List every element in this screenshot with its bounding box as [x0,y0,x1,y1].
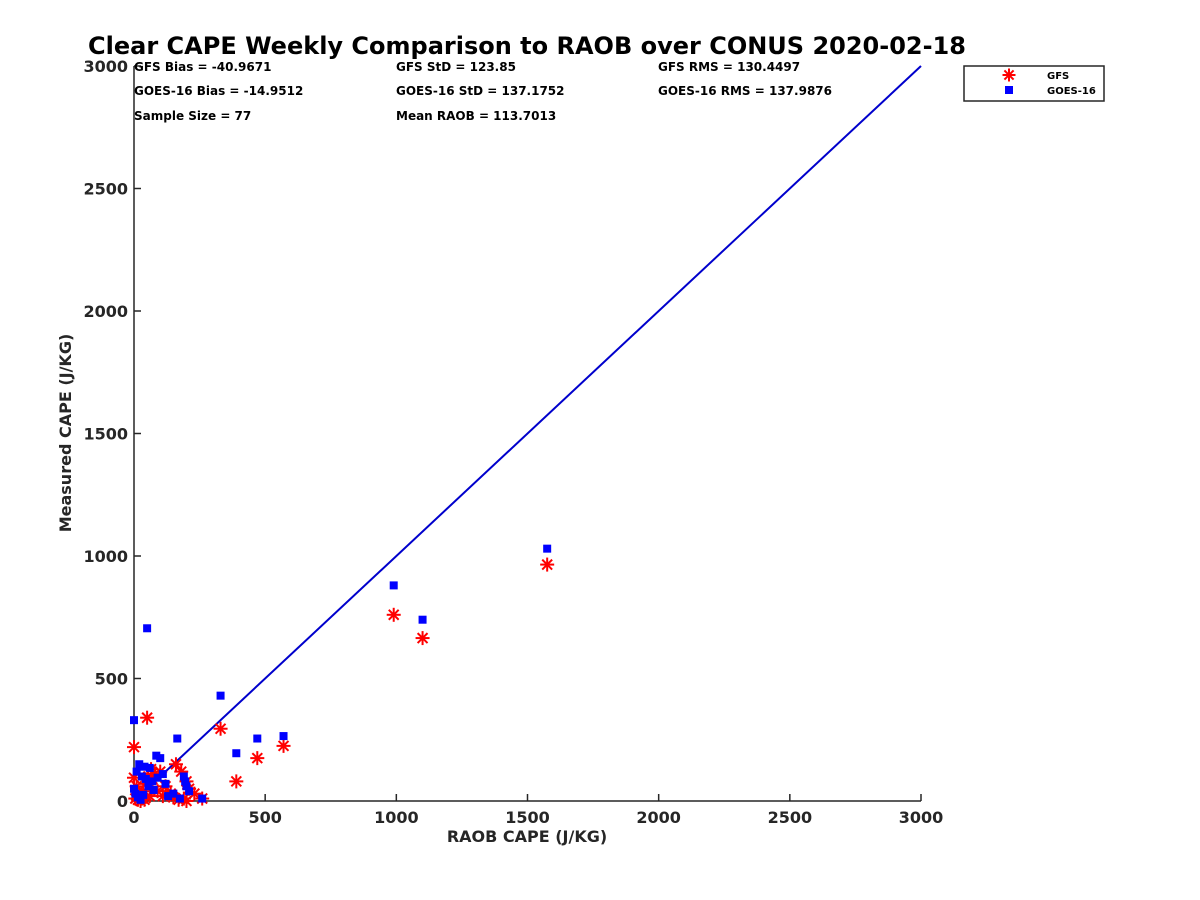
goes-16-point [175,794,184,803]
goes-16-point [173,734,182,743]
goes-16-point [389,581,398,590]
goes-16-point [141,774,150,783]
legend-gfs-label: GFS [1047,71,1069,82]
stat-gfs-bias: GFS Bias = -40.9671 [134,60,271,74]
gfs-point [415,631,430,646]
stat-goes-bias: GOES-16 Bias = -14.9512 [134,84,303,98]
goes-16-point [253,734,262,743]
goes-16-point [149,785,158,794]
legend-goes-label: GOES-16 [1047,86,1096,97]
goes-16-point [198,794,207,803]
legend-goes-marker [1005,86,1013,94]
goes-16-point [179,772,188,781]
x-axis-label: RAOB CAPE (J/KG) [447,827,607,846]
goes-16-point [418,615,427,624]
stat-sample-size: Sample Size = 77 [134,109,251,123]
gfs-point [229,774,244,789]
goes-16-point [216,691,225,700]
goes-16-point [153,773,162,782]
stat-gfs-std: GFS StD = 123.85 [396,60,516,74]
gfs-point [140,710,155,725]
legend-box [963,65,1105,102]
goes-16-point [135,760,144,769]
y-axis-label: Measured CAPE (J/KG) [56,334,75,533]
goes-16-point [181,777,190,786]
legend-gfs-marker [1002,68,1016,82]
y-tick-label: 3000 [83,57,128,76]
gfs-point [127,740,141,755]
y-ticks: 0 500 1000 1500 2000 2500 3000 [83,57,141,811]
y-tick-label: 1500 [83,425,128,444]
goes-16-point [182,782,191,791]
x-ticks: 0 500 1000 1500 2000 2500 3000 [128,794,943,827]
data-points [127,544,555,808]
y-tick-label: 2000 [83,302,128,321]
goes-16-point [156,754,165,763]
goes-16-point [130,716,138,725]
x-tick-label: 1500 [505,808,550,827]
x-tick-label: 3000 [899,808,944,827]
x-tick-label: 1000 [374,808,419,827]
goes-16-point [143,624,152,633]
stat-mean-raob: Mean RAOB = 113.7013 [396,109,556,123]
goes-16-point [136,795,145,804]
goes-16-point [161,779,170,788]
x-tick-label: 500 [248,808,281,827]
legend: GFS GOES-16 [963,65,1105,102]
one-to-one-line [133,65,922,802]
x-tick-label: 2000 [636,808,681,827]
gfs-point [213,721,228,736]
goes-16-point [148,777,157,786]
goes-16-point [145,763,154,772]
gfs-point [250,751,265,766]
goes-16-point [132,767,141,776]
goes-16-point [185,787,194,796]
y-tick-label: 2500 [83,180,128,199]
goes-16-point [139,790,148,799]
stat-gfs-rms: GFS RMS = 130.4497 [658,60,800,74]
y-tick-label: 1000 [83,547,128,566]
y-tick-label: 500 [95,670,128,689]
chart-title: Clear CAPE Weekly Comparison to RAOB ove… [88,32,966,60]
x-tick-label: 2500 [768,808,813,827]
gfs-point [168,757,183,772]
y-tick-label: 0 [117,792,128,811]
x-tick-label: 0 [128,808,139,827]
gfs-point [276,738,291,753]
goes-16-point [279,732,288,741]
stat-goes-std: GOES-16 StD = 137.1752 [396,84,565,98]
goes-16-point [543,544,552,553]
goes-16-point [144,782,153,791]
goes-16-point [140,762,149,771]
stat-goes-rms: GOES-16 RMS = 137.9876 [658,84,832,98]
gfs-point [540,557,555,572]
gfs-point [386,607,401,622]
goes-16-point [158,770,167,779]
goes-16-point [130,784,138,793]
goes-16-point [169,789,178,798]
statistics-block: GFS Bias = -40.9671 GOES-16 Bias = -14.9… [134,60,832,123]
goes-16-point [232,749,241,758]
goes-16-point [164,792,173,801]
